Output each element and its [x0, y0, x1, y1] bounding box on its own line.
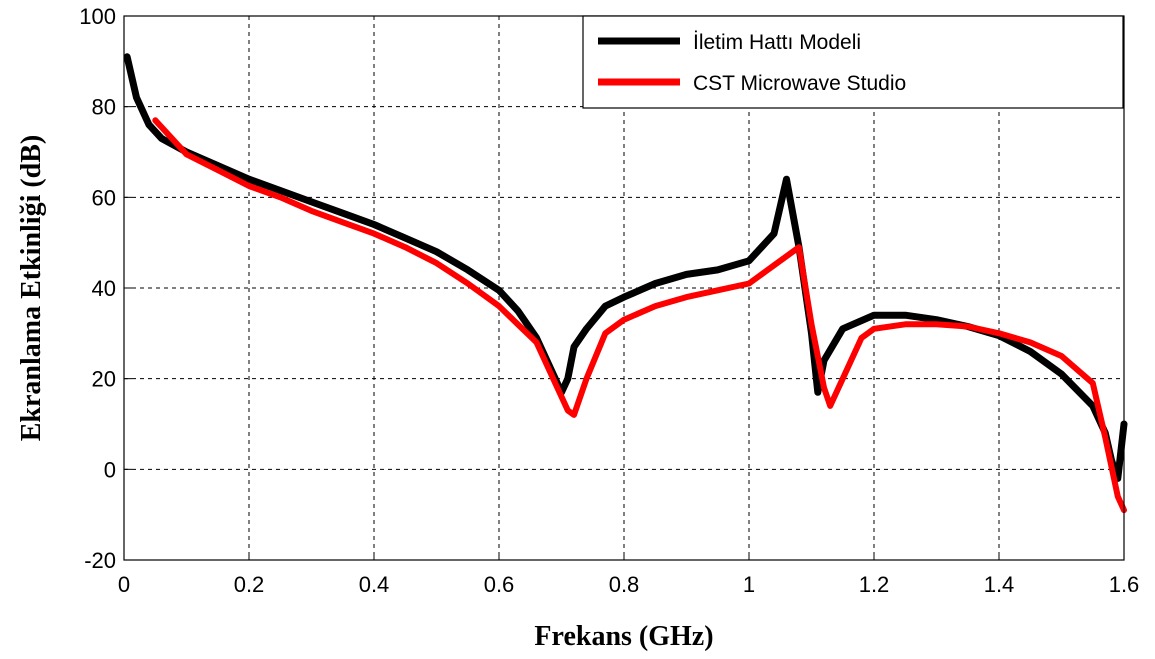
x-tick-label: 1.2: [859, 572, 890, 597]
x-tick-label: 0: [118, 572, 130, 597]
x-tick-label: 1.6: [1109, 572, 1140, 597]
legend-label-iletim-hatti-modeli: İletim Hattı Modeli: [693, 31, 861, 54]
x-axis-title: Frekans (GHz): [534, 621, 713, 652]
y-tick-label: -20: [84, 548, 116, 573]
y-tick-label: 40: [92, 276, 116, 301]
y-tick-label: 0: [104, 457, 116, 482]
y-tick-label: 100: [79, 4, 116, 29]
x-tick-label: 0.4: [359, 572, 390, 597]
x-tick-label: 0.8: [609, 572, 640, 597]
y-tick-label: 20: [92, 367, 116, 392]
series-group: [123, 53, 1128, 514]
legend-label-cst-microwave-studio: CST Microwave Studio: [693, 72, 906, 95]
series-line-cst-microwave-studio: [152, 117, 1127, 514]
x-tick-label: 0.2: [234, 572, 265, 597]
x-tick-label: 1: [743, 572, 755, 597]
x-tick-label: 1.4: [984, 572, 1015, 597]
y-axis-title: Ekranlama Etkinliği (dB): [16, 135, 47, 442]
y-tick-label: 80: [92, 95, 116, 120]
y-tick-label: 60: [92, 185, 116, 210]
x-tick-label: 0.6: [484, 572, 515, 597]
legend-box: [582, 15, 1124, 109]
legend: İletim Hattı Modeli CST Microwave Studio: [582, 15, 1124, 109]
